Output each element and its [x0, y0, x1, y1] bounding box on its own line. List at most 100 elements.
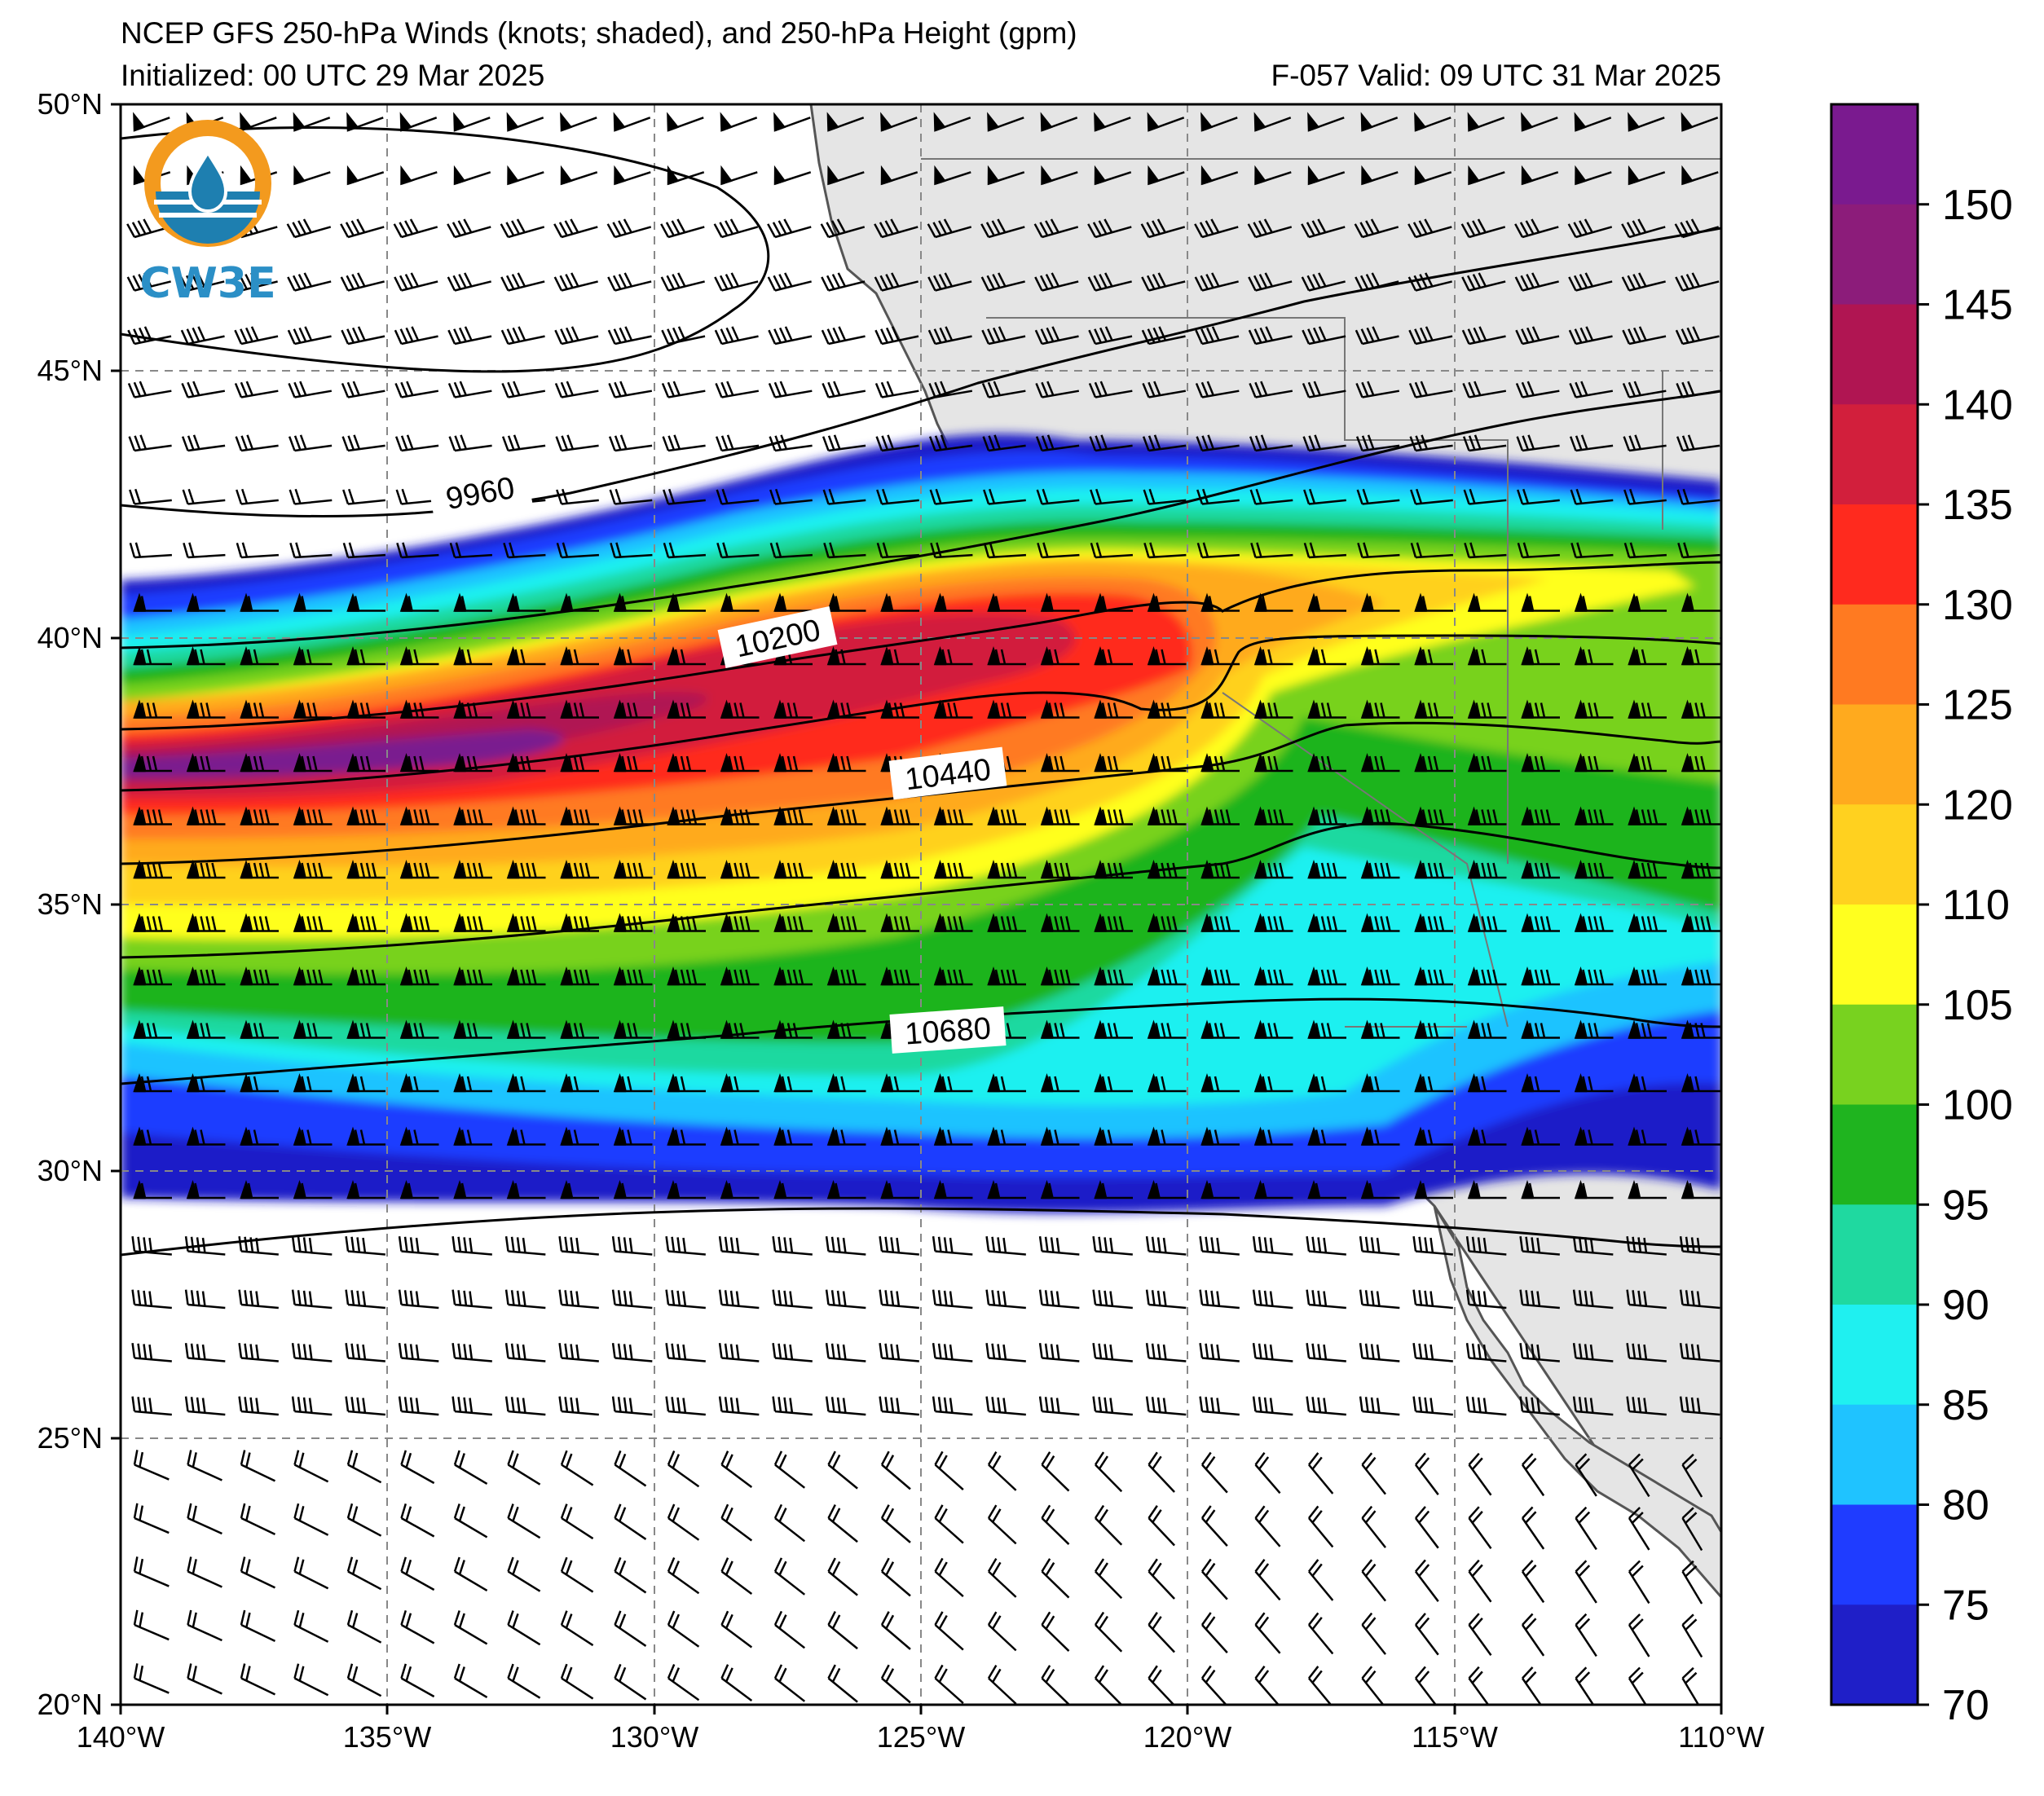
wind-barb [715, 381, 760, 398]
wind-barb [1414, 913, 1453, 932]
wind-barb [1147, 699, 1187, 719]
wind-barb [293, 1126, 333, 1146]
wind-barb [1195, 326, 1240, 346]
wind-barb [1357, 542, 1400, 559]
wind-barb [1361, 1505, 1386, 1548]
wind-barb [1414, 753, 1453, 773]
wind-barb [1094, 699, 1133, 719]
wind-barb [880, 806, 919, 825]
wind-barb [1148, 165, 1185, 186]
wind-barb [453, 1180, 492, 1200]
wind-barb [932, 1396, 973, 1416]
wind-barb [1035, 381, 1080, 398]
wind-barb [186, 1180, 226, 1200]
wind-barb [400, 1663, 435, 1698]
wind-barb [293, 1019, 333, 1039]
wind-barb [880, 112, 918, 132]
y-tick-label: 50°N [37, 87, 103, 121]
wind-barb [1360, 699, 1400, 719]
wind-barb [1628, 112, 1665, 132]
wind-barb [1521, 1453, 1545, 1497]
wind-barb [1681, 1613, 1703, 1658]
wind-barb [773, 1610, 806, 1649]
wind-barb [554, 381, 599, 398]
wind-barb [1141, 326, 1186, 346]
wind-barb [560, 1556, 594, 1593]
wind-barb [346, 913, 385, 932]
wind-barb [293, 913, 333, 932]
wind-barb [396, 542, 439, 559]
wind-barb [1465, 1396, 1507, 1416]
wind-barb [667, 1126, 706, 1146]
wind-barb [129, 542, 172, 559]
wind-barb [826, 1180, 866, 1200]
wind-barb [133, 1556, 170, 1587]
wind-barb [987, 1611, 1017, 1652]
wind-barb [1040, 1073, 1080, 1093]
wind-barb [453, 860, 492, 879]
colorbar-tick-label: 140 [1942, 381, 2013, 429]
wind-barb [1041, 1504, 1070, 1545]
wind-barb [985, 1396, 1026, 1416]
wind-barb [1465, 1236, 1507, 1256]
wind-barb [452, 1236, 492, 1256]
wind-barb [1575, 1560, 1597, 1604]
wind-barb [507, 1556, 541, 1592]
wind-barb [1412, 1289, 1453, 1310]
wind-barb [288, 434, 333, 452]
wind-barb [186, 592, 226, 612]
colorbar-tick-label: 145 [1942, 282, 2013, 329]
wind-barb [394, 272, 438, 292]
wind-barb [827, 1503, 858, 1543]
wind-barb [1200, 112, 1238, 132]
wind-barb [773, 1450, 806, 1489]
wind-barb [827, 165, 865, 186]
wind-barb [987, 806, 1026, 825]
wind-barb [606, 218, 652, 239]
wind-barb [879, 1396, 919, 1416]
wind-barb [932, 1343, 973, 1362]
wind-barb [1200, 646, 1240, 666]
wind-barb [1200, 699, 1240, 719]
wind-barb [346, 592, 385, 612]
wind-barb [133, 860, 172, 879]
wind-barb [184, 1343, 226, 1362]
wind-barb [607, 272, 652, 292]
wind-barb [1628, 1613, 1650, 1657]
wind-barb [720, 1610, 753, 1649]
wind-barb [133, 1503, 170, 1534]
wind-barb [933, 699, 973, 719]
wind-barb [613, 966, 653, 986]
wind-barb [880, 1450, 911, 1490]
wind-barb [667, 966, 706, 986]
wind-barb [183, 542, 226, 559]
wind-barb [346, 1126, 385, 1146]
wind-barb [506, 1180, 546, 1200]
wind-barb [614, 1450, 647, 1487]
wind-barb [1681, 165, 1719, 186]
wind-barb [400, 165, 438, 186]
wind-barb [773, 913, 813, 932]
wind-barb [238, 1343, 279, 1362]
wind-barb [1574, 966, 1614, 986]
wind-barb [985, 1289, 1026, 1310]
wind-barb [613, 1180, 653, 1200]
wind-barb [453, 966, 492, 986]
wind-barb [1467, 966, 1507, 986]
colorbar-segment [1831, 1305, 1918, 1406]
wind-barb [500, 326, 545, 346]
wind-barb [1410, 488, 1453, 505]
wind-barb [1200, 913, 1240, 932]
wind-barb [1254, 1612, 1281, 1654]
wind-barb [133, 1609, 170, 1641]
wind-barb [1035, 434, 1080, 452]
wind-barb [1253, 592, 1293, 612]
wind-barb [663, 542, 706, 559]
wind-barb [879, 1289, 919, 1310]
wind-barb [1090, 488, 1133, 505]
wind-barb [240, 1180, 279, 1200]
wind-barb [1460, 218, 1506, 239]
wind-barb [607, 326, 652, 346]
wind-barb [1094, 112, 1131, 132]
wind-barb [558, 1396, 599, 1416]
